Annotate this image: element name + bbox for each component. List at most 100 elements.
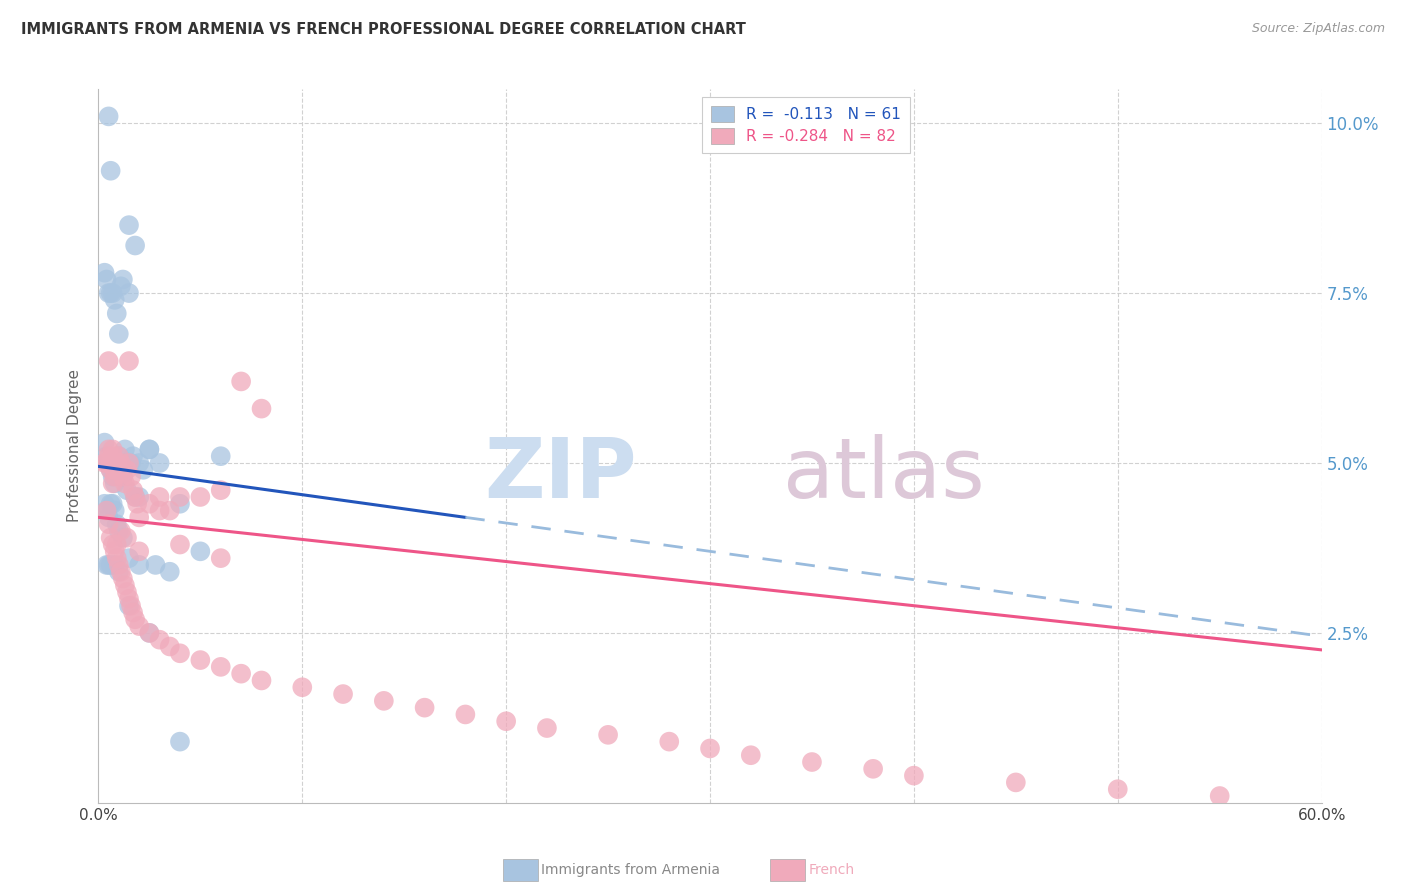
Point xyxy=(118,551,141,566)
Point xyxy=(120,469,142,483)
Point xyxy=(169,490,191,504)
Point xyxy=(124,490,146,504)
Point xyxy=(128,510,150,524)
Point xyxy=(93,435,115,450)
Point xyxy=(127,497,149,511)
Point xyxy=(111,572,134,586)
Point xyxy=(118,591,141,606)
Point xyxy=(97,558,120,572)
Point xyxy=(111,469,134,483)
Point xyxy=(118,599,141,613)
Point xyxy=(100,497,122,511)
Point xyxy=(118,456,141,470)
Point xyxy=(108,449,131,463)
Y-axis label: Professional Degree: Professional Degree xyxy=(67,369,83,523)
Point xyxy=(108,558,131,572)
Point xyxy=(801,755,824,769)
Point xyxy=(114,578,136,592)
Point xyxy=(93,456,115,470)
Point xyxy=(596,728,619,742)
Point xyxy=(124,490,146,504)
Point xyxy=(105,306,128,320)
Point xyxy=(104,469,127,483)
Text: ZIP: ZIP xyxy=(484,434,637,515)
Text: IMMIGRANTS FROM ARMENIA VS FRENCH PROFESSIONAL DEGREE CORRELATION CHART: IMMIGRANTS FROM ARMENIA VS FRENCH PROFES… xyxy=(21,22,747,37)
Point xyxy=(100,163,122,178)
Point xyxy=(97,456,120,470)
Point xyxy=(100,286,122,301)
Point xyxy=(149,490,172,504)
Point xyxy=(149,503,172,517)
Point xyxy=(169,497,191,511)
Point xyxy=(454,707,477,722)
Point xyxy=(159,503,181,517)
Point xyxy=(111,469,134,483)
Point xyxy=(100,456,122,470)
Point xyxy=(93,266,115,280)
Point xyxy=(1107,782,1129,797)
Point xyxy=(97,286,120,301)
Point xyxy=(105,537,128,551)
Point xyxy=(145,558,167,572)
Point xyxy=(101,476,124,491)
Point xyxy=(128,490,150,504)
Point xyxy=(101,449,124,463)
Point xyxy=(188,490,212,504)
Point xyxy=(250,401,273,416)
Point xyxy=(122,606,145,620)
Point xyxy=(101,497,124,511)
Point xyxy=(104,476,127,491)
Point xyxy=(97,442,120,457)
Point xyxy=(111,531,134,545)
Point xyxy=(209,449,232,463)
Point xyxy=(97,354,120,368)
Point xyxy=(100,463,122,477)
Point xyxy=(209,483,232,498)
Point xyxy=(658,734,681,748)
Point xyxy=(97,517,120,532)
Point xyxy=(149,632,172,647)
Point xyxy=(373,694,395,708)
Point xyxy=(740,748,762,763)
Point xyxy=(159,565,181,579)
Point xyxy=(159,640,181,654)
Text: French: French xyxy=(808,863,855,877)
Point xyxy=(110,565,132,579)
Point xyxy=(104,503,127,517)
Point xyxy=(132,463,155,477)
Point xyxy=(128,558,150,572)
Point xyxy=(97,456,120,470)
Point xyxy=(1004,775,1026,789)
Point xyxy=(250,673,273,688)
Point xyxy=(138,442,160,457)
Point xyxy=(105,517,128,532)
Point xyxy=(699,741,721,756)
Point xyxy=(128,456,150,470)
Point xyxy=(188,544,212,558)
Point xyxy=(862,762,884,776)
Point xyxy=(108,463,131,477)
Point xyxy=(169,646,191,660)
Point xyxy=(115,483,138,498)
Point xyxy=(495,714,517,729)
Point xyxy=(111,272,134,286)
Point xyxy=(100,463,122,477)
Point xyxy=(110,456,132,470)
Point xyxy=(101,469,124,483)
Point xyxy=(115,531,138,545)
Point xyxy=(231,666,253,681)
Point xyxy=(104,558,127,572)
Point xyxy=(138,442,160,457)
Point xyxy=(100,558,122,572)
Point xyxy=(118,286,141,301)
Point xyxy=(120,599,142,613)
Point xyxy=(101,286,124,301)
Point xyxy=(108,565,131,579)
Point xyxy=(124,612,146,626)
Point xyxy=(120,456,142,470)
Point xyxy=(97,109,120,123)
Point xyxy=(169,537,191,551)
Point xyxy=(122,483,145,498)
Point xyxy=(209,660,232,674)
Point xyxy=(118,354,141,368)
